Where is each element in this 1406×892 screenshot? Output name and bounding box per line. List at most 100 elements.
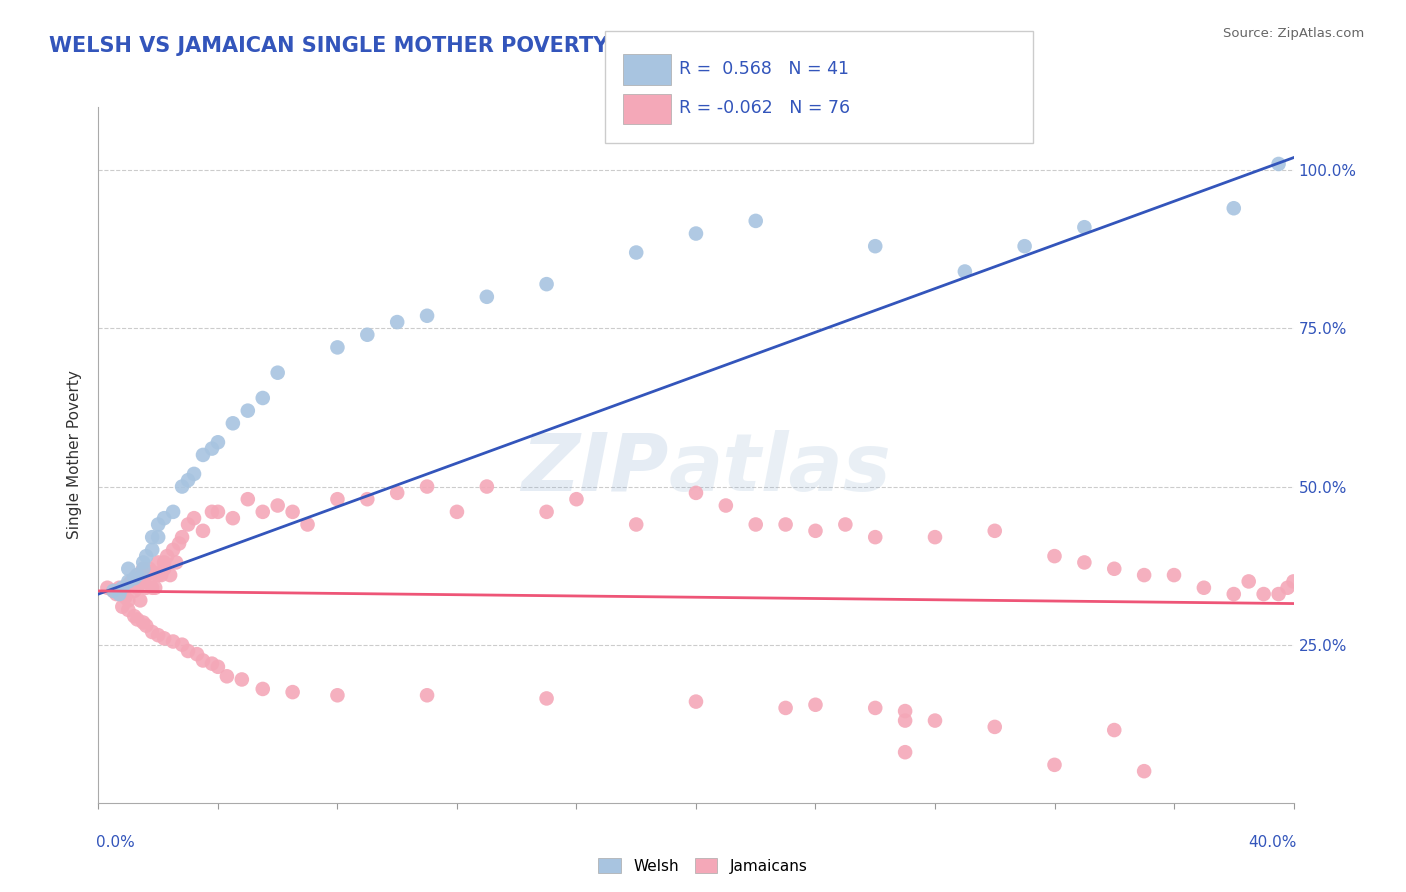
Point — [167, 536, 190, 550]
Y-axis label: Single Mother Poverty: Single Mother Poverty — [67, 370, 83, 540]
Point — [148, 530, 170, 544]
Point — [984, 720, 1007, 734]
Point — [267, 499, 290, 513]
Point — [804, 524, 827, 538]
Point — [135, 581, 157, 595]
Point — [252, 505, 274, 519]
Point — [281, 505, 304, 519]
Point — [141, 530, 163, 544]
Point — [111, 581, 134, 595]
Point — [207, 660, 229, 674]
Point — [745, 517, 768, 532]
Point — [775, 517, 797, 532]
Point — [222, 417, 245, 431]
Point — [1133, 568, 1156, 582]
Point — [124, 583, 146, 598]
Point — [153, 556, 176, 570]
Point — [138, 562, 160, 576]
Point — [117, 603, 139, 617]
Point — [1267, 157, 1289, 171]
Point — [177, 644, 200, 658]
Point — [252, 681, 274, 696]
Text: R = -0.062   N = 76: R = -0.062 N = 76 — [679, 99, 851, 117]
Point — [446, 505, 468, 519]
Point — [1223, 201, 1246, 215]
Point — [132, 574, 155, 589]
Point — [201, 657, 224, 671]
Point — [127, 568, 149, 582]
Point — [281, 685, 304, 699]
Point — [148, 556, 170, 570]
Point — [177, 473, 200, 487]
Point — [132, 562, 155, 576]
Point — [127, 612, 149, 626]
Point — [326, 340, 349, 354]
Point — [252, 391, 274, 405]
Point — [626, 245, 648, 260]
Point — [924, 714, 946, 728]
Text: atlas: atlas — [668, 430, 891, 508]
Point — [924, 530, 946, 544]
Point — [326, 492, 349, 507]
Point — [148, 628, 170, 642]
Point — [124, 571, 146, 585]
Point — [153, 562, 176, 576]
Point — [153, 511, 176, 525]
Point — [105, 587, 128, 601]
Point — [385, 315, 409, 329]
Point — [172, 530, 194, 544]
Point — [103, 583, 125, 598]
Point — [127, 581, 149, 595]
Legend: Welsh, Jamaicans: Welsh, Jamaicans — [592, 852, 814, 880]
Point — [894, 745, 917, 759]
Point — [834, 517, 856, 532]
Point — [475, 290, 498, 304]
Point — [1073, 220, 1095, 235]
Point — [207, 435, 229, 450]
Point — [191, 448, 214, 462]
Point — [894, 714, 917, 728]
Point — [1277, 581, 1299, 595]
Point — [141, 581, 163, 595]
Point — [804, 698, 827, 712]
Point — [201, 505, 224, 519]
Point — [236, 492, 259, 507]
Point — [416, 688, 439, 702]
Point — [1267, 587, 1289, 601]
Point — [162, 542, 184, 557]
Point — [132, 562, 155, 576]
Point — [536, 691, 558, 706]
Point — [127, 568, 149, 582]
Point — [148, 517, 170, 532]
Point — [141, 542, 163, 557]
Point — [267, 366, 290, 380]
Point — [120, 574, 142, 589]
Point — [1104, 723, 1126, 737]
Point — [714, 499, 737, 513]
Point — [162, 505, 184, 519]
Point — [162, 634, 184, 648]
Point — [953, 264, 976, 278]
Point — [165, 556, 187, 570]
Point — [129, 593, 152, 607]
Text: 0.0%: 0.0% — [96, 836, 135, 850]
Point — [129, 571, 152, 585]
Text: WELSH VS JAMAICAN SINGLE MOTHER POVERTY CORRELATION CHART: WELSH VS JAMAICAN SINGLE MOTHER POVERTY … — [49, 36, 865, 55]
Point — [236, 403, 259, 417]
Point — [685, 486, 707, 500]
Point — [865, 530, 887, 544]
Point — [117, 562, 139, 576]
Point — [135, 618, 157, 632]
Text: R =  0.568   N = 41: R = 0.568 N = 41 — [679, 60, 849, 78]
Point — [536, 505, 558, 519]
Point — [1133, 764, 1156, 779]
Point — [135, 568, 157, 582]
Point — [143, 581, 166, 595]
Text: ZIP: ZIP — [520, 430, 668, 508]
Text: 40.0%: 40.0% — [1249, 836, 1296, 850]
Point — [114, 591, 136, 605]
Point — [865, 701, 887, 715]
Point — [191, 524, 214, 538]
Point — [103, 583, 125, 598]
Point — [416, 309, 439, 323]
